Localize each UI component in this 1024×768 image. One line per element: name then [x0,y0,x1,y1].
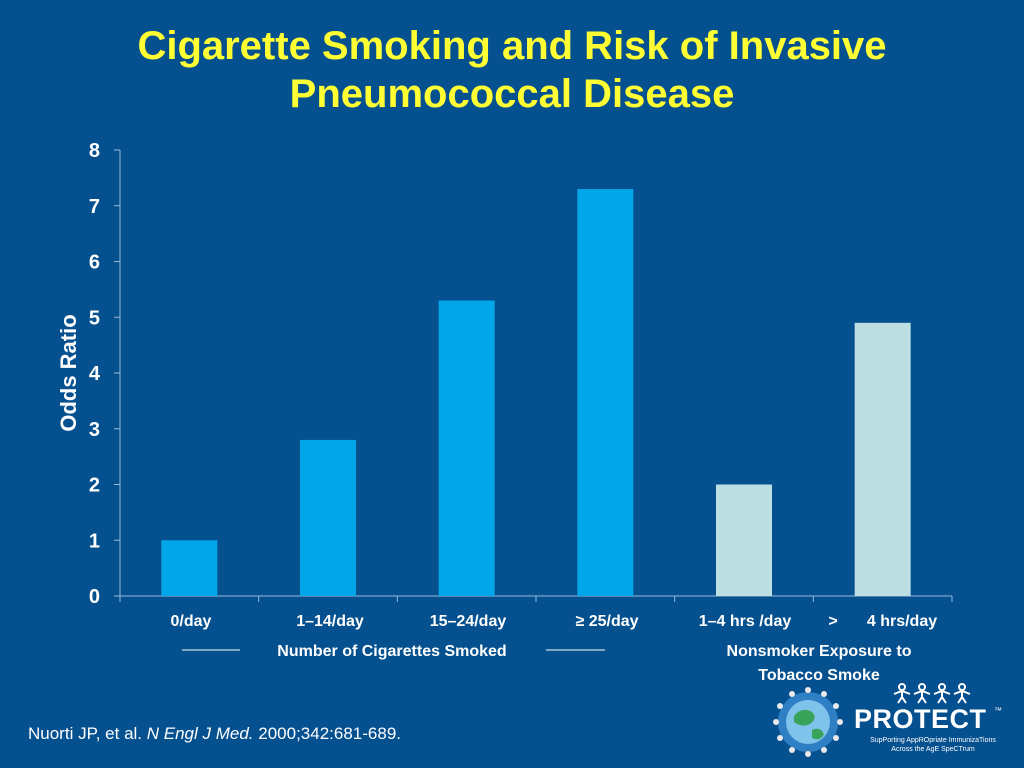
group-label-exposure-line-2: Tobacco Smoke [758,667,880,684]
y-tick-label: 3 [89,419,100,441]
y-tick-label: 0 [89,586,100,608]
logo-tagline-1: SupPorting AppROpriate ImmunizaTions [870,737,996,744]
x-category-label: ≥ 25/day [575,613,638,630]
bar [716,484,772,596]
citation-authors: Nuorti JP, et al. [28,724,143,743]
people-icon [893,683,971,704]
bar [300,439,356,596]
bar [438,300,495,596]
citation: Nuorti JP, et al. N Engl J Med. 2000;342… [28,724,401,744]
title-line-2: Pneumococcal Disease [289,72,735,116]
x-category-label: 4 hrs/day [867,613,937,630]
page-title: Cigarette Smoking and Risk of Invasive P… [0,22,1024,118]
bar [161,540,218,596]
x-category-label: > [828,613,837,630]
x-category-label: 1–4 hrs /day [699,613,792,630]
citation-details: 2000;342:681-689. [258,724,402,743]
y-tick-label: 1 [89,530,100,552]
logo-tagline: SupPorting AppROpriate ImmunizaTions Acr… [858,736,1008,754]
bar [854,322,911,596]
globe-icon [773,687,843,757]
citation-journal: N Engl J Med. [146,724,254,743]
title-line-1: Cigarette Smoking and Risk of Invasive [137,24,887,68]
y-tick-label: 5 [89,307,100,329]
y-axis-title: Odds Ratio [56,314,81,431]
y-tick-label: 7 [89,196,100,218]
logo-trademark: ™ [994,706,1002,715]
group-label-smoked: Number of Cigarettes Smoked [277,643,506,660]
y-tick-label: 2 [89,475,100,497]
x-category-label: 15–24/day [430,613,507,630]
bar [577,189,634,596]
logo-tagline-2: Across the AgE SpeCTrum [891,746,975,753]
bar-chart: 0 1 2 3 4 5 6 7 8 Odds Ratio 0/day 1–14/day 15–24/da… [56,140,953,684]
group-label-exposure-line-1: Nonsmoker Exposure to [727,643,912,660]
protect-logo: PROTECT ™ SupPorting AppROpriate Immuniz… [772,682,1012,762]
y-tick-label: 6 [89,252,100,274]
y-tick-label: 8 [89,140,100,162]
x-category-label: 1–14/day [296,613,364,630]
logo-wordmark: PROTECT [854,704,987,734]
y-tick-label: 4 [89,363,101,385]
x-category-label: 0/day [171,613,212,630]
